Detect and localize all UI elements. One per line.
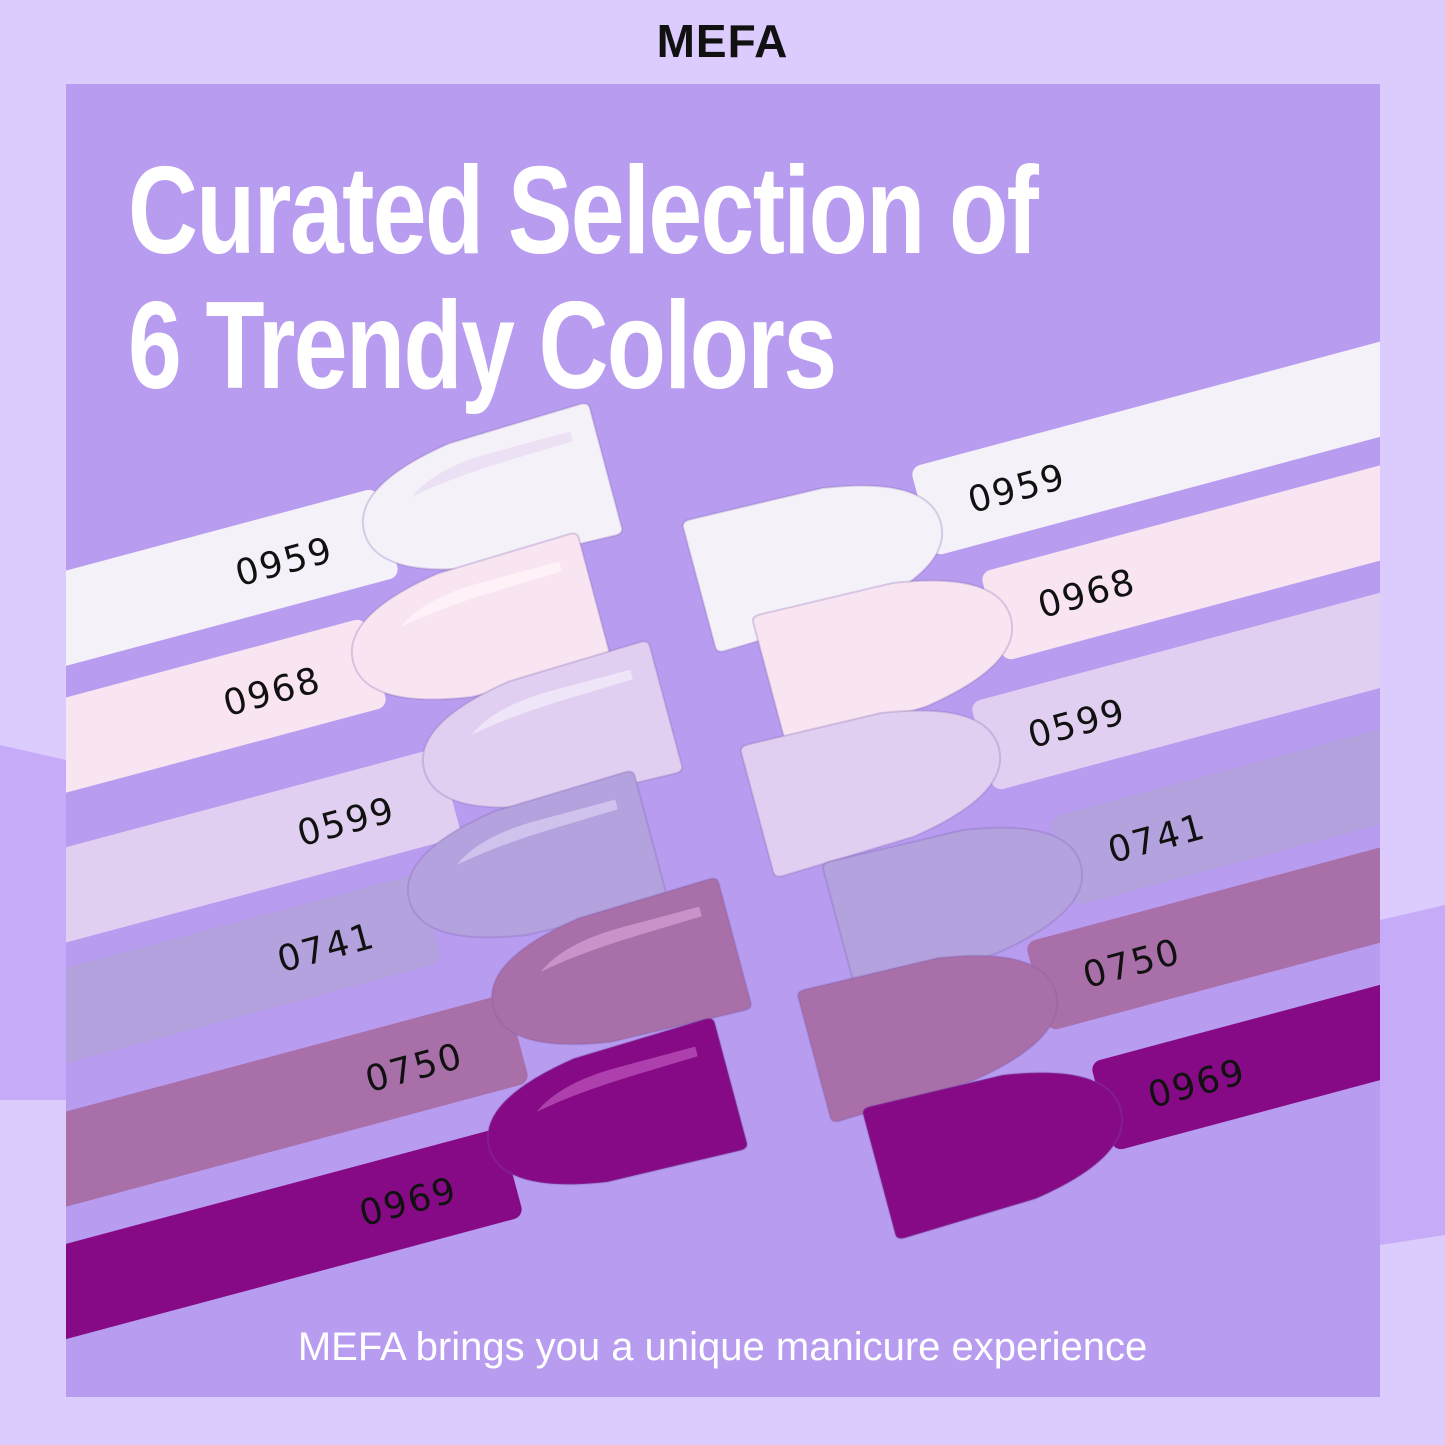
- headline-line-2: 6 Trendy Colors: [128, 277, 837, 415]
- right-strip-0599: 0599: [972, 523, 1380, 790]
- strip-body: [1027, 763, 1380, 1030]
- brand-logo: MEFA: [656, 15, 789, 67]
- nail-tip-shape: [739, 709, 1002, 878]
- strip-body: [66, 619, 386, 886]
- strip-body: [982, 393, 1380, 660]
- nail-tip-shape: [796, 954, 1059, 1123]
- left-swatch-0968: 0968: [66, 532, 613, 886]
- right-strip-0959: 0959: [912, 288, 1380, 555]
- nail-highlight: [471, 669, 633, 735]
- nail-highlight: [456, 799, 618, 865]
- right-nail-0750: [796, 954, 1059, 1123]
- tagline: MEFA brings you a unique manicure experi…: [297, 1325, 1148, 1369]
- left-nail-0959: [361, 402, 624, 571]
- right-swatch-0968: 0968: [751, 393, 1380, 748]
- left-strip-0968: 0968: [66, 619, 386, 886]
- nail-highlight: [411, 431, 573, 497]
- left-strip-0741: 0741: [66, 875, 440, 1142]
- nail-highlight: [400, 561, 562, 627]
- left-swatch-0750: 0750: [66, 877, 753, 1262]
- strip-body: [66, 995, 528, 1262]
- strip-body: [66, 489, 398, 756]
- strip-body: [912, 288, 1380, 555]
- right-wave: [1380, 905, 1445, 1245]
- left-nail-0750: [490, 877, 753, 1046]
- right-nail-0599: [739, 709, 1002, 878]
- right-nail-0969: [861, 1071, 1124, 1240]
- strip-body: [1052, 638, 1380, 905]
- right-strip-0741: 0741: [1052, 638, 1380, 905]
- nail-tip-shape: [681, 484, 944, 653]
- left-nail-0599: [421, 640, 684, 809]
- right-nail-0959: [681, 484, 944, 653]
- right-strip-0968: 0968: [982, 393, 1380, 660]
- left-swatch-0599: 0599: [66, 640, 684, 1016]
- nail-highlight: [536, 1046, 698, 1112]
- strip-body: [1092, 883, 1380, 1150]
- right-strip-0969: 0969: [1092, 883, 1380, 1150]
- left-nail-0969: [486, 1017, 749, 1186]
- left-strip-0599: 0599: [66, 749, 460, 1016]
- strip-body: [66, 1129, 522, 1396]
- right-strip-0750: 0750: [1027, 763, 1380, 1030]
- right-swatch-0741: 0741: [821, 638, 1380, 995]
- strip-body: [66, 875, 440, 1142]
- left-wave: [0, 745, 66, 1100]
- left-strip-0969: 0969: [66, 1129, 522, 1396]
- headline-line-1: Curated Selection of: [128, 142, 1039, 280]
- left-swatch-0969: 0969: [66, 1017, 749, 1396]
- left-strip-0750: 0750: [66, 995, 528, 1262]
- left-strip-0959: 0959: [66, 489, 398, 756]
- right-swatch-0959: 0959: [681, 288, 1380, 653]
- right-swatch-0750: 0750: [796, 763, 1380, 1123]
- strip-body: [66, 749, 460, 1016]
- left-swatch-0741: 0741: [66, 770, 669, 1142]
- strip-body: [972, 523, 1380, 790]
- right-swatch-0969: 0969: [861, 883, 1380, 1240]
- left-swatch-0959: 0959: [66, 402, 624, 756]
- nail-tip-shape: [861, 1071, 1124, 1240]
- nail-highlight: [540, 906, 702, 972]
- right-swatch-0599: 0599: [739, 523, 1380, 878]
